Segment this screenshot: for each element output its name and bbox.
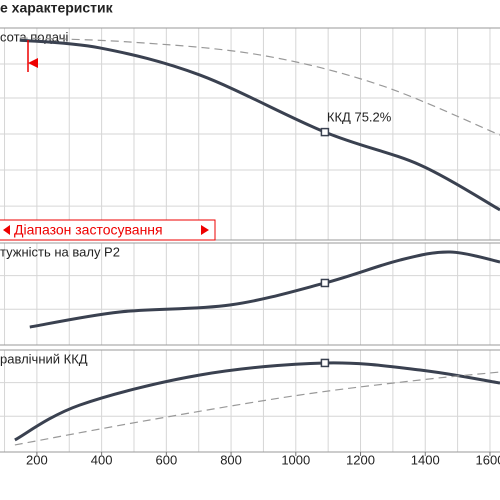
panel-frame (0, 242, 500, 346)
x-tick-label: 1000 (281, 452, 310, 467)
duty-point (320, 127, 330, 137)
panel-frame (0, 27, 500, 241)
curve (14, 361, 500, 442)
range-limit-arrow (28, 58, 38, 68)
panel-frame (0, 349, 500, 453)
panel-label: сота подачі (0, 29, 69, 44)
panel-label: тужність на валу P2 (0, 244, 120, 259)
x-tick-label: 1600 (476, 452, 500, 467)
range-label: Діапазон застосування (14, 222, 163, 238)
duty-label: ККД 75.2% (327, 110, 392, 125)
panel-label: равлічний ККД (0, 351, 88, 366)
range-box (0, 219, 216, 241)
curve (29, 250, 500, 329)
duty-point (320, 278, 330, 288)
curve (19, 38, 500, 212)
x-tick-label: 400 (91, 452, 113, 467)
x-tick-label: 1200 (346, 452, 375, 467)
duty-point (320, 358, 330, 368)
x-tick-label: 200 (26, 452, 48, 467)
x-tick-label: 1400 (411, 452, 440, 467)
range-arrow-right (201, 225, 209, 235)
x-tick-label: 800 (220, 452, 242, 467)
chart-title: е характеристик (0, 0, 114, 16)
range-arrow-left (3, 225, 10, 235)
x-tick-label: 600 (155, 452, 177, 467)
curve (19, 37, 500, 136)
curve (14, 371, 500, 446)
